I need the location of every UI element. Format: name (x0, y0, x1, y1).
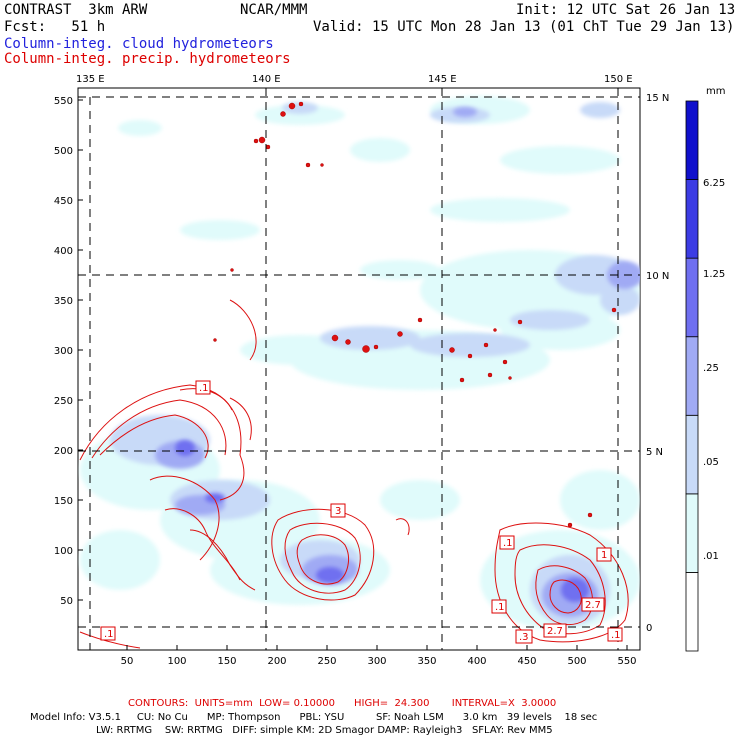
lon-label: 150 E (604, 74, 633, 85)
model-info-line-2: LW: RRTMG SW: RRTMG DIFF: simple KM: 2D … (96, 725, 553, 736)
svg-text:.1: .1 (611, 630, 621, 641)
legend-color-block (685, 179, 699, 259)
x-tick-label: 150 (217, 656, 236, 667)
x-tick-label: 350 (417, 656, 436, 667)
legend-level: .01 (703, 551, 719, 562)
lon-labels: 135 E 140 E 145 E 150 E (76, 74, 633, 85)
contour-label: .3 (515, 629, 533, 644)
contour-info: CONTOURS: UNITS=mm LOW= 0.10000 HIGH= 24… (128, 698, 557, 709)
x-tick-label: 100 (167, 656, 186, 667)
lon-label: 135 E (76, 74, 105, 85)
y-tick-label: 100 (54, 546, 73, 557)
contour-label: 2.7 (543, 623, 567, 638)
x-tick-label: 300 (367, 656, 386, 667)
model-info-line-1: Model Info: V3.5.1 CU: No Cu MP: Thompso… (30, 712, 598, 723)
legend-level: .05 (703, 457, 719, 468)
svg-text:.1: .1 (199, 383, 209, 394)
contour-labels: .1 .1 3 .1 1 .1 2.7 2.7 .3 .1 (100, 380, 623, 644)
svg-text:.1: .1 (503, 538, 513, 549)
y-axis-ticks (78, 99, 83, 601)
y-tick-label: 400 (54, 246, 73, 257)
contour-label: .1 (491, 599, 507, 614)
svg-text:.1: .1 (104, 629, 114, 640)
x-tick-label: 400 (467, 656, 486, 667)
contour-label: .1 (100, 626, 116, 641)
legend-color-block (685, 572, 699, 652)
y-tick-label: 200 (54, 446, 73, 457)
init-time: Init: 12 UTC Sat 26 Jan 13 (516, 2, 736, 18)
y-tick-label: 250 (54, 396, 73, 407)
svg-text:.3: .3 (519, 632, 529, 643)
lat-label: 10 N (646, 271, 669, 282)
map-plot: .1 .1 3 .1 1 .1 2.7 2.7 .3 .1 135 E 140 … (54, 74, 726, 667)
y-tick-label: 450 (54, 196, 73, 207)
lat-label: 0 (646, 623, 652, 634)
y-tick-label: 550 (54, 96, 73, 107)
legend-color-block (685, 493, 699, 573)
svg-text:1: 1 (601, 550, 607, 561)
lat-label: 5 N (646, 447, 663, 458)
y-tick-label: 150 (54, 496, 73, 507)
legend-color-block (685, 336, 699, 416)
field-cloud-label: Column-integ. cloud hydrometeors (4, 36, 274, 52)
lon-label: 145 E (428, 74, 457, 85)
lat-labels: 15 N 10 N 5 N 0 (646, 93, 669, 634)
y-tick-label: 350 (54, 296, 73, 307)
x-tick-label: 50 (121, 656, 134, 667)
legend-color-block (685, 414, 699, 495)
svg-text:3: 3 (335, 506, 341, 517)
org-label: NCAR/MMM (240, 2, 308, 18)
field-precip-label: Column-integ. precip. hydrometeors (4, 51, 291, 67)
contour-label: .1 (195, 380, 211, 395)
legend-level: .25 (703, 363, 719, 374)
svg-text:.1: .1 (495, 602, 505, 613)
legend-color-block (685, 257, 699, 338)
x-tick-label: 250 (317, 656, 336, 667)
svg-text:2.7: 2.7 (547, 626, 563, 637)
legend-units: mm (706, 86, 725, 97)
contour-label: .1 (607, 627, 623, 642)
x-tick-label: 500 (567, 656, 586, 667)
y-tick-label: 50 (60, 596, 73, 607)
contour-label: 1 (596, 547, 612, 562)
lon-label: 140 E (252, 74, 281, 85)
legend-level: 6.25 (703, 178, 725, 189)
hydrometeor-field (79, 96, 640, 649)
legend-level: 1.25 (703, 269, 725, 280)
contour-label: .1 (499, 535, 515, 550)
contour-label: 2.7 (581, 597, 605, 612)
y-tick-label: 300 (54, 346, 73, 357)
model-title: CONTRAST 3km ARW (4, 2, 148, 18)
svg-text:2.7: 2.7 (585, 600, 601, 611)
forecast-hour: Fcst: 51 h (4, 19, 106, 35)
x-tick-label: 200 (267, 656, 286, 667)
lat-label: 15 N (646, 93, 669, 104)
contour-label: 3 (330, 503, 346, 518)
legend-color-block (685, 100, 699, 180)
y-tick-label: 500 (54, 146, 73, 157)
y-axis-labels: 550 500 450 400 350 300 250 200 150 100 … (54, 96, 73, 607)
color-legend: mm 6.25 1.25 .25 .05 .01 (685, 86, 725, 652)
x-axis-ticks (126, 645, 628, 650)
x-axis-labels: 50 100 150 200 250 300 350 400 450 500 5… (121, 656, 637, 667)
valid-time: Valid: 15 UTC Mon 28 Jan 13 (01 ChT Tue … (313, 19, 735, 35)
x-tick-label: 450 (517, 656, 536, 667)
x-tick-label: 550 (617, 656, 636, 667)
